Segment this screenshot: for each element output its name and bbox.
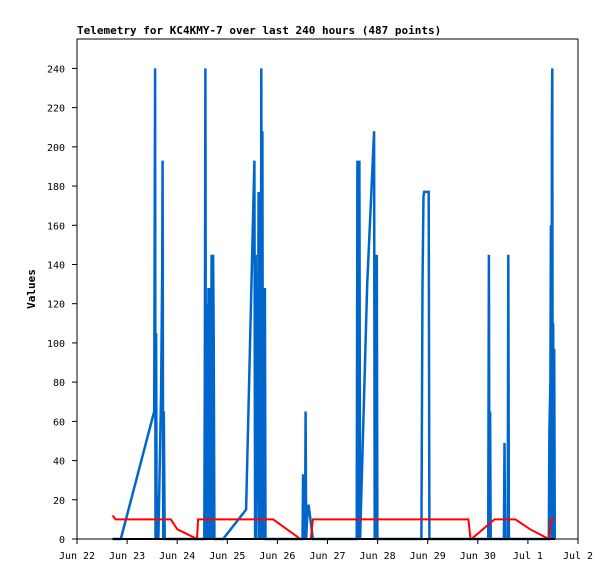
- y-tick-label: 80: [53, 378, 65, 389]
- y-tick-label: 0: [59, 535, 65, 546]
- series-layer: [111, 68, 557, 541]
- x-tick-label: Jul 1: [513, 551, 543, 562]
- y-axis-title: Values: [25, 269, 38, 309]
- x-tick-label: Jun 28: [360, 551, 396, 562]
- series-line-2: [111, 514, 555, 541]
- plot-area: [76, 38, 579, 540]
- x-tick-label: Jun 27: [309, 551, 345, 562]
- y-tick-label: 140: [47, 260, 65, 271]
- x-tick-label: Jun 30: [460, 551, 496, 562]
- chart-title: Telemetry for KC4KMY-7 over last 240 hou…: [77, 24, 441, 37]
- y-tick-label: 220: [47, 104, 65, 115]
- y-tick-label: 40: [53, 457, 65, 468]
- x-tick-label: Jun 29: [410, 551, 446, 562]
- x-tick-label: Jun 22: [59, 551, 95, 562]
- y-tick-label: 200: [47, 143, 65, 154]
- x-tick-label: Jul 2: [563, 551, 593, 562]
- y-tick-label: 60: [53, 417, 65, 428]
- axis-layer: 0 20 40 60 80 100 120 140 160 180 200 220 240 Jun 22 J…: [47, 64, 593, 562]
- x-tick-label: Jun 25: [209, 551, 245, 562]
- y-tick-label: 20: [53, 496, 65, 507]
- x-tick-label: Jun 24: [159, 551, 195, 562]
- y-tick-label: 160: [47, 221, 65, 232]
- y-tick-label: 100: [47, 339, 65, 350]
- x-tick-label: Jun 23: [109, 551, 145, 562]
- y-tick-label: 120: [47, 300, 65, 311]
- x-tick-label: Jun 26: [259, 551, 295, 562]
- y-tick-label: 240: [47, 64, 65, 75]
- y-tick-label: 180: [47, 182, 65, 193]
